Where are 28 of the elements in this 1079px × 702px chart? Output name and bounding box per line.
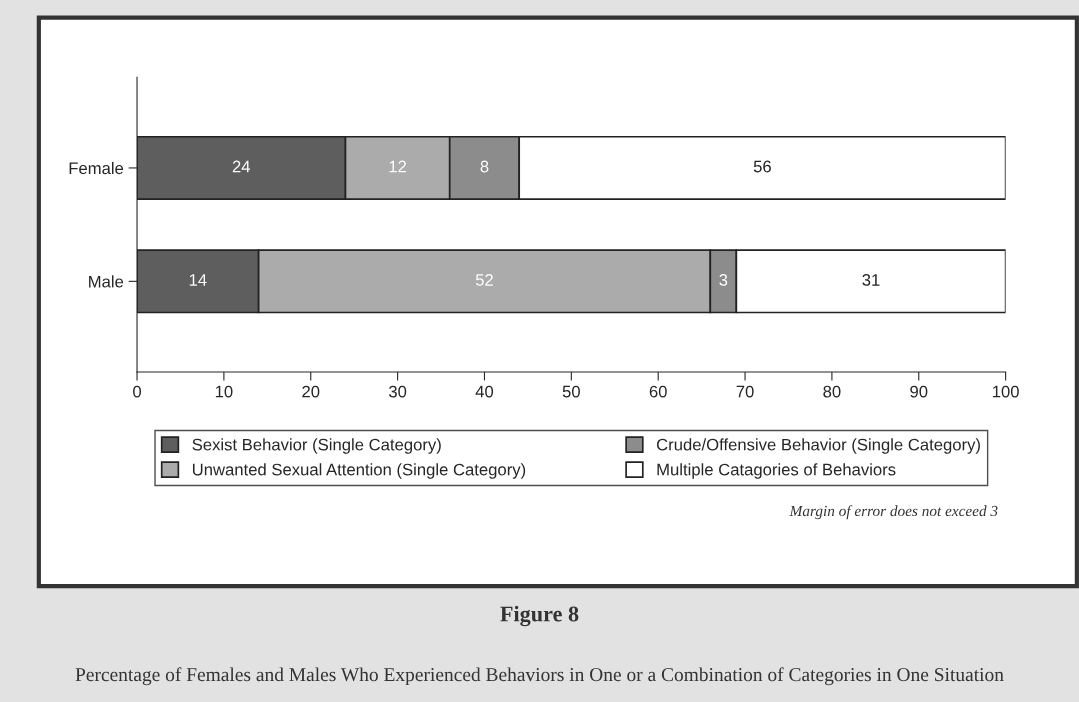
legend-label: Crude/Offensive Behavior (Single Category) [656,438,980,454]
x-tick-label: 0 [133,385,142,398]
data-label: 8 [480,160,489,173]
legend-label: Sexist Behavior (Single Category) [192,438,441,454]
x-tick-label: 80 [823,385,841,398]
x-tick-label: 100 [993,385,1019,398]
data-label: 3 [719,274,728,286]
x-tick-label: 20 [302,385,320,398]
x-tick-label: 30 [388,385,407,398]
x-tick-label: 10 [215,385,233,398]
data-label: 12 [389,160,407,173]
y-tick-label: Male [89,275,124,288]
legend-label: Multiple Catagories of Behaviors [657,463,896,479]
x-tick-label: 70 [736,385,754,398]
legend-label: Unwanted Sexual Attention (Single Category) [192,463,526,479]
y-tick-label: Female [69,161,124,175]
data-label: 52 [475,274,493,286]
x-tick-label: 40 [475,385,494,398]
x-tick-label: 90 [910,385,928,398]
x-tick-label: 50 [562,385,580,398]
data-label: 56 [753,160,771,173]
x-tick-label: 60 [649,385,667,398]
data-label: 31 [862,274,880,286]
data-label: 24 [232,160,251,173]
text: Figure 8 [500,605,579,627]
data-label: 14 [189,274,207,286]
text: Percentage of Females and Males Who Experienced Behaviors in One or a Combination of Categories in One Situation [75,667,1004,686]
text: Margin of error does not exceed 3 [789,505,998,520]
